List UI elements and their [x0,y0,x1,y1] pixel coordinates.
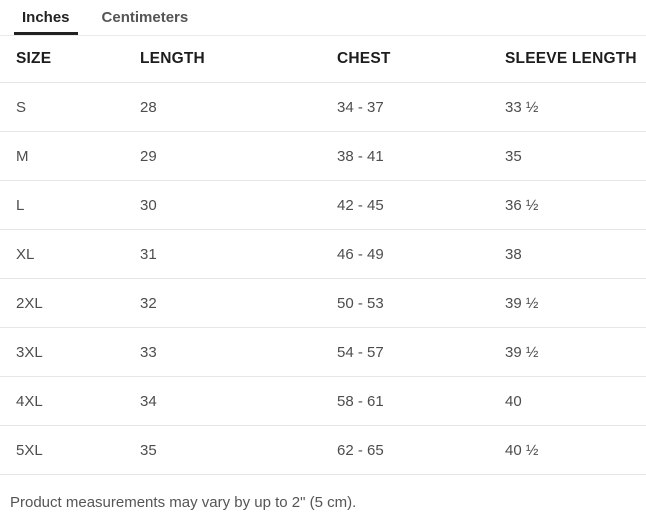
cell-size: XL [0,229,140,279]
measurement-note: Product measurements may vary by up to 2… [10,494,357,511]
cell-size: M [0,131,140,181]
table-row: L 30 42 - 45 36 ½ [0,180,646,230]
cell-chest: 34 - 37 [337,82,505,132]
cell-chest: 62 - 65 [337,425,505,475]
cell-sleeve-length: 40 ½ [505,425,646,475]
cell-sleeve-length: 36 ½ [505,180,646,230]
cell-size: 3XL [0,327,140,377]
column-header-chest: CHEST [337,36,505,83]
cell-sleeve-length: 39 ½ [505,278,646,328]
table-row: XL 31 46 - 49 38 [0,229,646,279]
cell-sleeve-length: 33 ½ [505,82,646,132]
cell-chest: 54 - 57 [337,327,505,377]
cell-length: 29 [140,131,337,181]
cell-length: 30 [140,180,337,230]
table-row: 5XL 35 62 - 65 40 ½ [0,425,646,475]
tab-inches[interactable]: Inches [14,0,78,35]
table-row: 2XL 32 50 - 53 39 ½ [0,278,646,328]
table-row: 4XL 34 58 - 61 40 [0,376,646,426]
cell-sleeve-length: 38 [505,229,646,279]
cell-sleeve-length: 35 [505,131,646,181]
cell-chest: 42 - 45 [337,180,505,230]
cell-size: 2XL [0,278,140,328]
cell-length: 35 [140,425,337,475]
cell-size: L [0,180,140,230]
cell-length: 33 [140,327,337,377]
size-table: SIZE LENGTH CHEST SLEEVE LENGTH S 28 34 … [0,36,646,475]
cell-length: 28 [140,82,337,132]
cell-length: 31 [140,229,337,279]
cell-size: S [0,82,140,132]
table-row: S 28 34 - 37 33 ½ [0,82,646,132]
unit-tabs: Inches Centimeters [0,0,646,36]
cell-chest: 38 - 41 [337,131,505,181]
cell-length: 34 [140,376,337,426]
cell-chest: 46 - 49 [337,229,505,279]
table-row: M 29 38 - 41 35 [0,131,646,181]
cell-chest: 50 - 53 [337,278,505,328]
column-header-sleeve-length: SLEEVE LENGTH [505,36,646,83]
cell-length: 32 [140,278,337,328]
cell-sleeve-length: 40 [505,376,646,426]
cell-size: 5XL [0,425,140,475]
column-header-length: LENGTH [140,36,337,83]
table-header-row: SIZE LENGTH CHEST SLEEVE LENGTH [0,36,646,83]
cell-sleeve-length: 39 ½ [505,327,646,377]
tab-centimeters[interactable]: Centimeters [101,9,189,26]
cell-size: 4XL [0,376,140,426]
table-row: 3XL 33 54 - 57 39 ½ [0,327,646,377]
cell-chest: 58 - 61 [337,376,505,426]
column-header-size: SIZE [0,36,140,83]
